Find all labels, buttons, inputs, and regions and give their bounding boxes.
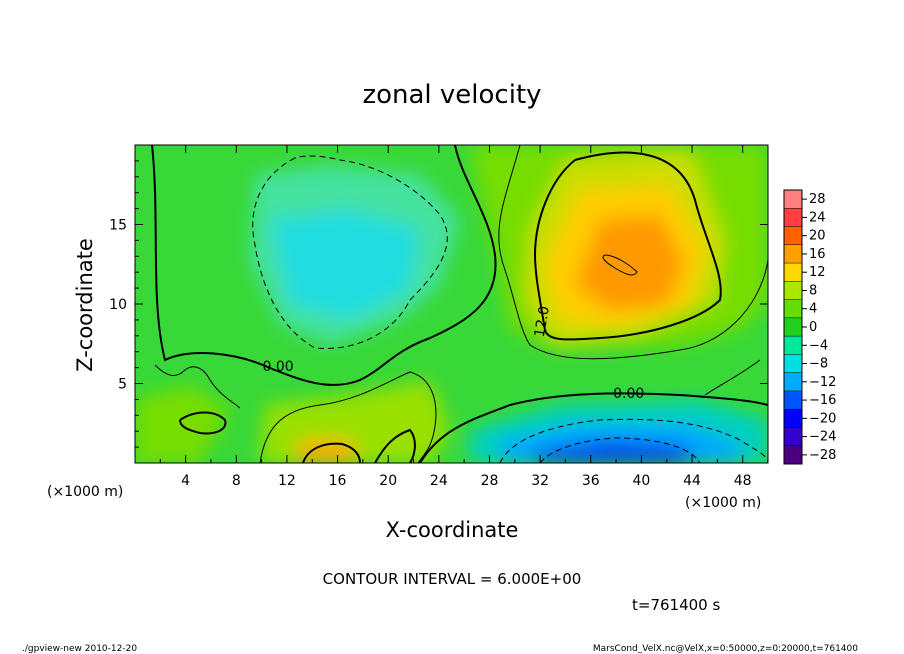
y-axis: 5 10 15 <box>109 160 768 448</box>
contour-left-wiggle <box>154 364 241 409</box>
contour-pos-jet-core <box>602 254 638 276</box>
x-tick-label: 28 <box>481 473 499 489</box>
colorbar-label: 8 <box>809 283 817 298</box>
colorbar-label: −12 <box>809 375 836 390</box>
colorbar-label: −20 <box>809 411 836 426</box>
field-region-neg-upper-core <box>270 210 420 320</box>
y-tick-label: 15 <box>109 218 127 234</box>
field-region-jet-core <box>575 215 685 310</box>
contour-pos-outer <box>498 145 768 360</box>
x-tick-label: 8 <box>232 473 241 489</box>
colorbar-swatch <box>784 409 802 428</box>
colorbar-label: −28 <box>809 448 836 463</box>
field-shading <box>135 145 768 463</box>
colorbar-label: −16 <box>809 393 836 408</box>
contour-zero-lower <box>419 392 768 463</box>
contour-pos-jet <box>533 151 722 341</box>
x-tick-label: 36 <box>582 473 600 489</box>
colorbar-swatch <box>784 372 802 391</box>
y-axis-title: Z-coordinate <box>73 238 97 372</box>
colorbar-label: −24 <box>809 430 836 445</box>
contour-label: 0.00 <box>613 386 644 402</box>
colorbar-label: 28 <box>809 192 826 207</box>
contour-neg-lower <box>499 418 768 463</box>
colorbar-swatch <box>784 317 802 337</box>
x-tick-label: 48 <box>734 473 752 489</box>
colorbar-swatch <box>784 299 802 318</box>
colorbar-label: −4 <box>809 338 828 353</box>
colorbar-swatch <box>784 336 802 355</box>
x-units-label: (×1000 m) <box>685 495 761 511</box>
field-region-pos-lower-core <box>295 440 360 463</box>
colorbar-swatch <box>784 390 802 410</box>
contour-neg-upper <box>252 155 448 349</box>
colorbar-label: 24 <box>809 210 826 225</box>
colorbar-label: 0 <box>809 320 817 335</box>
colorbar-swatch <box>784 263 802 282</box>
contour-label: 0.00 <box>262 359 293 375</box>
contour-labels: 0.00 12.0 0.00 <box>262 305 644 402</box>
chart-title: zonal velocity <box>362 80 541 110</box>
x-tick-label: 32 <box>531 473 549 489</box>
y-tick-label: 10 <box>109 297 127 313</box>
colorbar-swatch <box>784 281 802 300</box>
contour-right-small <box>704 359 761 396</box>
x-axis-title: X-coordinate <box>386 518 519 542</box>
contour-interval-label: CONTOUR INTERVAL = 6.000E+00 <box>323 570 582 588</box>
colorbar-label: 4 <box>809 302 817 317</box>
colorbar-swatch <box>784 445 802 464</box>
x-tick-label: 12 <box>278 473 296 489</box>
plot-area <box>135 145 768 463</box>
colorbar-swatch <box>784 208 802 227</box>
colorbar-swatch <box>784 190 802 209</box>
field-region-pos-left <box>135 385 230 463</box>
colorbar-swatch <box>784 244 802 264</box>
contour-pos-lower <box>259 371 437 463</box>
time-label: t=761400 s <box>632 596 720 614</box>
colorbar-swatch <box>784 354 802 373</box>
contour-neg-lower-inner <box>539 437 701 463</box>
colorbar-label: 12 <box>809 265 826 280</box>
x-tick-label: 40 <box>632 473 650 489</box>
contour-zero-upper <box>151 145 497 386</box>
footer-left: ./gpview-new 2010-12-20 <box>22 644 137 654</box>
x-tick-label: 24 <box>430 473 448 489</box>
x-axis: 4 8 12 16 20 24 28 32 36 40 44 48 <box>159 145 752 489</box>
x-tick-label: 20 <box>379 473 397 489</box>
x-tick-label: 16 <box>329 473 347 489</box>
field-region-neg-lower-core <box>530 440 700 463</box>
x-tick-label: 4 <box>181 473 190 489</box>
colorbar-label: −8 <box>809 357 828 372</box>
contour-zero-mid-small <box>374 428 416 463</box>
contour-zero-left-small <box>179 411 227 435</box>
contour-pos-lower-core <box>302 442 361 463</box>
contour-label: 12.0 <box>532 305 553 338</box>
y-units-label: (×1000 m) <box>47 484 123 500</box>
colorbar-swatch <box>784 427 802 446</box>
colorbar: 28 24 20 16 12 8 4 0 −4 −8 −12 −16 −20 −24 −28 <box>783 189 836 465</box>
footer-right: MarsCond_VelX.nc@VelX,x=0:50000,z=0:2000… <box>593 644 858 654</box>
y-tick-label: 5 <box>118 377 127 393</box>
colorbar-label: 16 <box>809 247 826 262</box>
x-tick-label: 44 <box>683 473 701 489</box>
colorbar-swatch <box>784 226 802 245</box>
colorbar-label: 20 <box>809 229 826 244</box>
